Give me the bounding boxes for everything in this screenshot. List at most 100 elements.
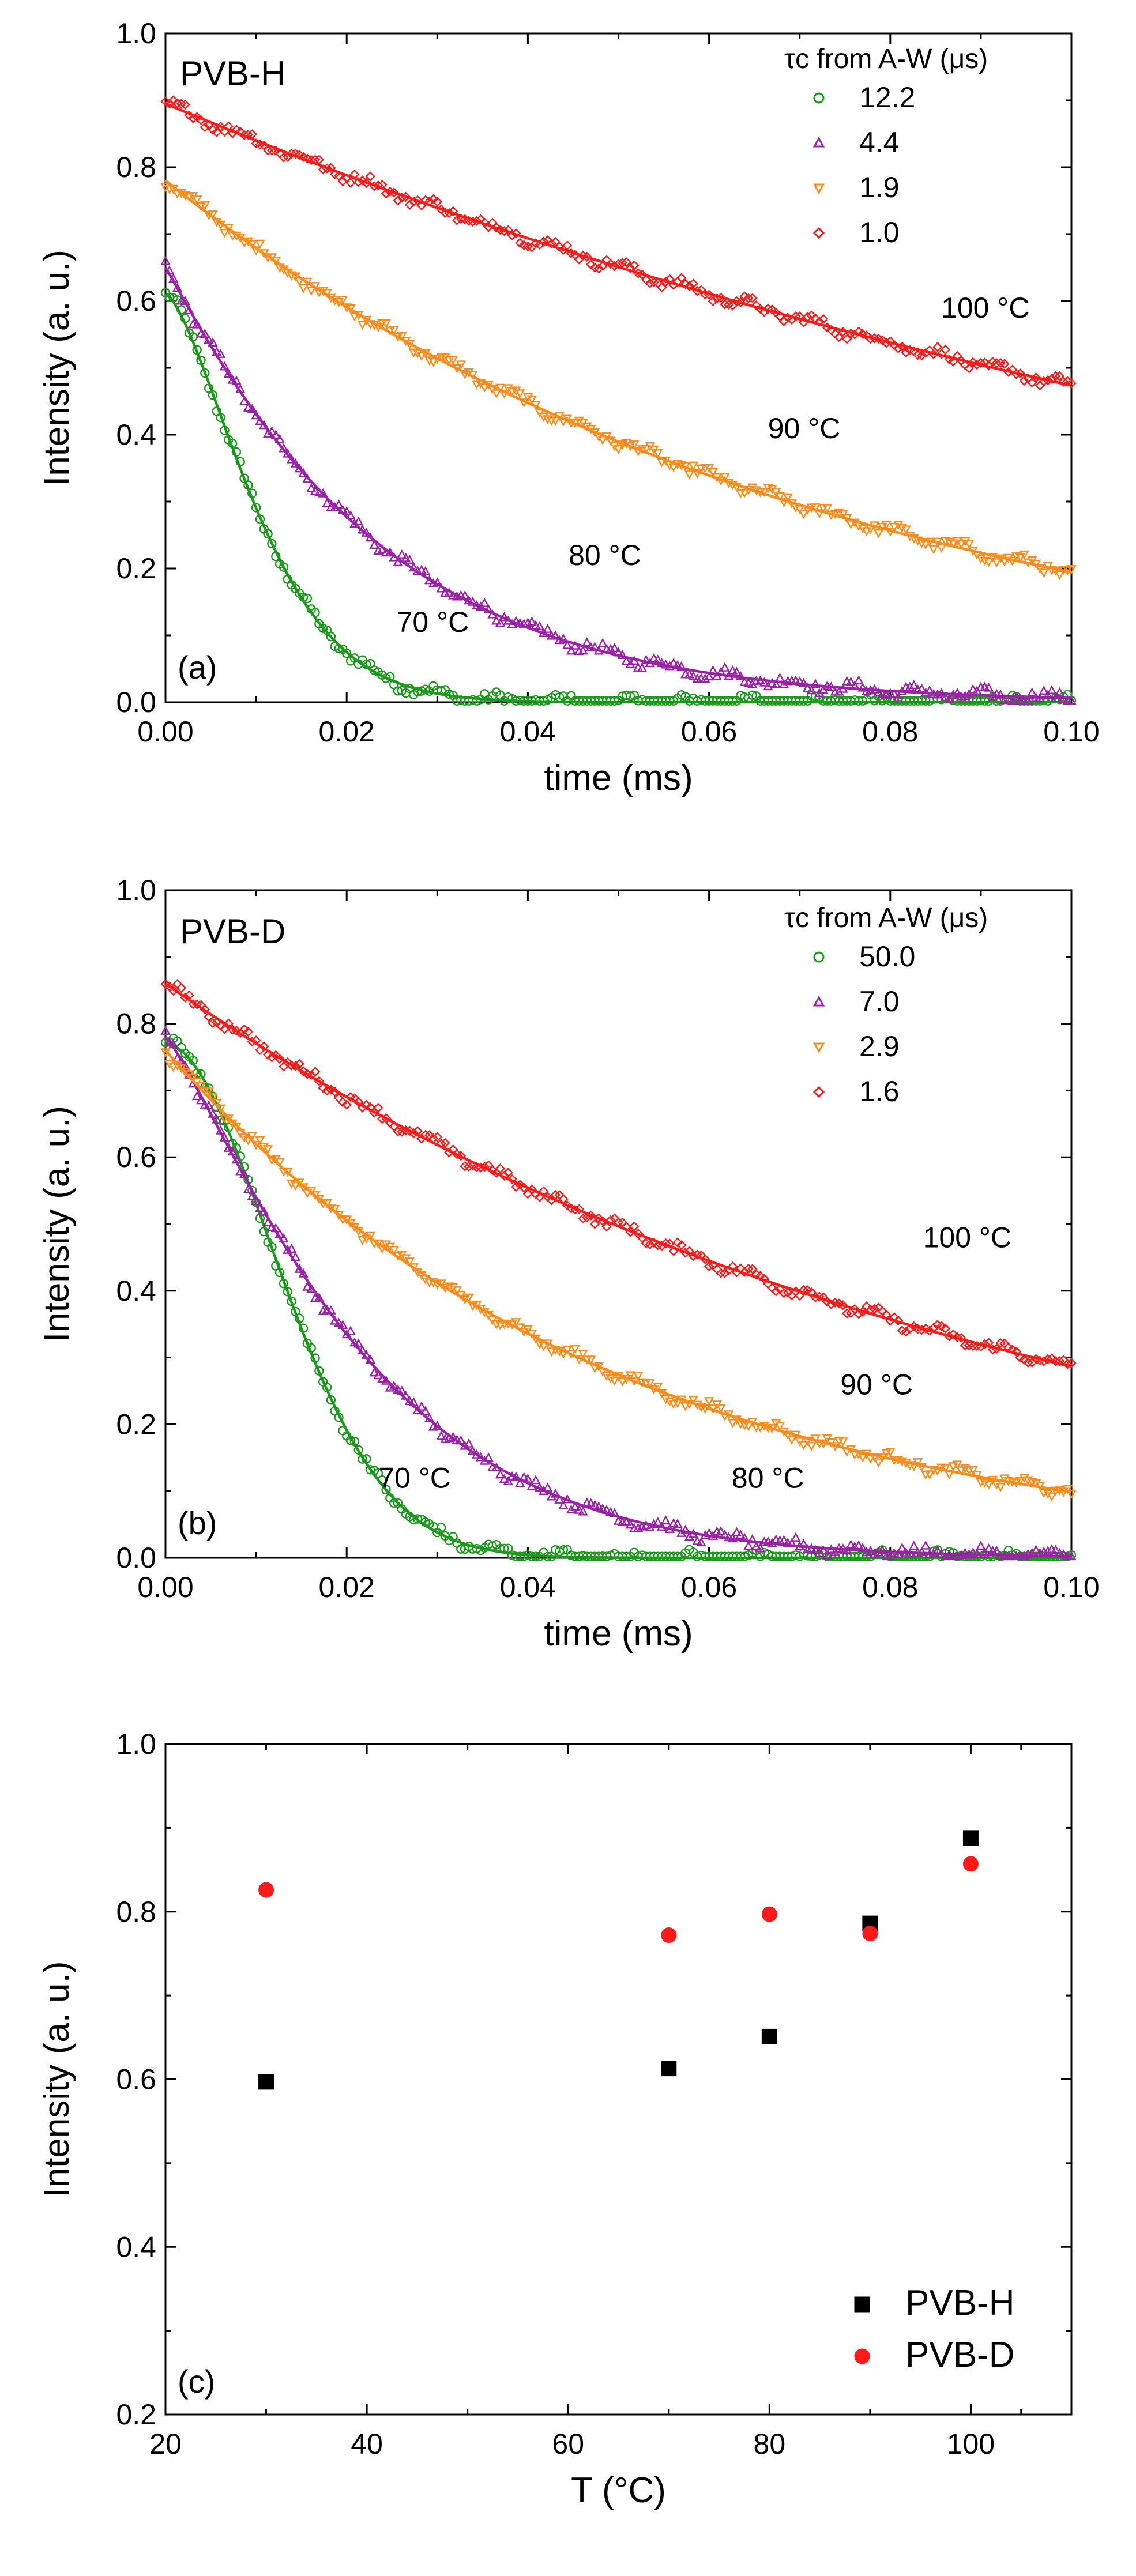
data-point <box>601 1372 612 1381</box>
data-point <box>554 692 565 702</box>
data-point <box>562 1545 572 1555</box>
data-point <box>326 163 336 174</box>
data-point <box>680 1402 691 1411</box>
data-point <box>960 1547 971 1557</box>
data-point <box>259 1206 269 1216</box>
y-axis-label: Intensity (a. u.) <box>37 1106 77 1342</box>
data-point <box>857 682 868 692</box>
data-point <box>727 665 738 675</box>
data-point <box>172 283 183 292</box>
x-tick-label: 0.04 <box>500 715 556 748</box>
data-point <box>393 1126 403 1137</box>
data-point <box>259 420 269 430</box>
data-point <box>582 422 592 432</box>
legend-entry: 4.4 <box>859 126 900 159</box>
data-point <box>515 1478 525 1487</box>
data-point <box>385 1382 396 1392</box>
data-point <box>798 1441 809 1451</box>
data-point <box>610 1376 620 1386</box>
data-point <box>814 317 825 327</box>
data-point <box>255 1213 265 1223</box>
data-point <box>160 183 171 193</box>
data-point <box>968 1340 978 1351</box>
x-tick-label: 0.00 <box>137 1571 193 1603</box>
data-point <box>1058 376 1069 387</box>
data-point <box>499 1474 510 1483</box>
data-point <box>369 665 379 675</box>
data-point <box>656 658 667 668</box>
data-point <box>191 195 202 205</box>
data-point <box>444 689 454 699</box>
data-point <box>1043 1354 1053 1365</box>
legend-entry: PVB-H <box>905 2283 1014 2323</box>
data-point <box>341 1099 352 1110</box>
data-point <box>491 687 501 697</box>
legend-marker <box>854 2296 870 2313</box>
data-point <box>912 1458 923 1468</box>
temp-label: 80 °C <box>732 1462 804 1494</box>
fit-line <box>165 1042 1071 1560</box>
data-point <box>1039 685 1049 695</box>
panel-label: (b) <box>178 1505 217 1541</box>
data-point <box>920 1540 931 1550</box>
data-point <box>550 630 561 640</box>
data-point <box>589 1219 600 1229</box>
data-point <box>712 671 722 680</box>
data-point <box>330 1406 340 1416</box>
legend-marker <box>812 995 825 1007</box>
data-point <box>452 1286 462 1296</box>
data-point <box>393 195 403 206</box>
data-point <box>778 1535 789 1545</box>
data-point <box>932 1466 943 1476</box>
data-point <box>664 1397 675 1407</box>
series-1.0: 100 °C <box>160 95 1077 391</box>
data-point <box>447 356 458 365</box>
data-point <box>586 1498 596 1508</box>
legend-marker <box>813 951 825 963</box>
data-point <box>897 524 907 533</box>
data-point <box>428 357 439 367</box>
x-tick-label: 0.10 <box>1043 1571 1099 1603</box>
data-point <box>271 1261 281 1271</box>
data-point <box>720 662 730 672</box>
data-point <box>499 1170 510 1181</box>
data-point <box>1011 1346 1022 1357</box>
data-point <box>932 342 943 352</box>
data-point <box>901 1327 911 1337</box>
data-point <box>909 680 919 690</box>
data-point <box>314 1292 325 1302</box>
y-tick-label: 0.8 <box>116 1896 156 1928</box>
legend-marker <box>854 2348 870 2364</box>
data-point <box>597 261 608 272</box>
data-point <box>337 296 348 306</box>
data-point <box>416 352 427 361</box>
data-point <box>302 1281 313 1291</box>
data-point <box>952 537 962 547</box>
data-point <box>999 1474 1010 1484</box>
data-point <box>1043 1489 1053 1499</box>
x-axis-label: time (ms) <box>544 1614 693 1654</box>
data-point <box>495 617 506 627</box>
data-point <box>420 566 431 575</box>
data-point <box>495 1163 506 1174</box>
data-point <box>208 390 218 400</box>
data-point <box>464 1293 474 1303</box>
data-point <box>362 660 371 669</box>
data-point <box>708 468 719 477</box>
data-point <box>795 311 805 322</box>
legend: PVB-H PVB-D <box>854 2283 1014 2375</box>
data-point <box>1066 1490 1077 1499</box>
data-point <box>798 677 809 687</box>
y-axis-label: Intensity (a. u.) <box>37 1961 77 2197</box>
data-point <box>440 1138 450 1148</box>
data-point <box>956 540 966 549</box>
data-point <box>759 1547 769 1558</box>
data-point <box>1023 695 1033 705</box>
data-point <box>783 1287 793 1298</box>
data-point <box>948 1329 958 1340</box>
data-point <box>968 357 978 368</box>
data-point <box>400 552 411 562</box>
data-point <box>546 238 557 249</box>
data-point <box>798 510 809 519</box>
